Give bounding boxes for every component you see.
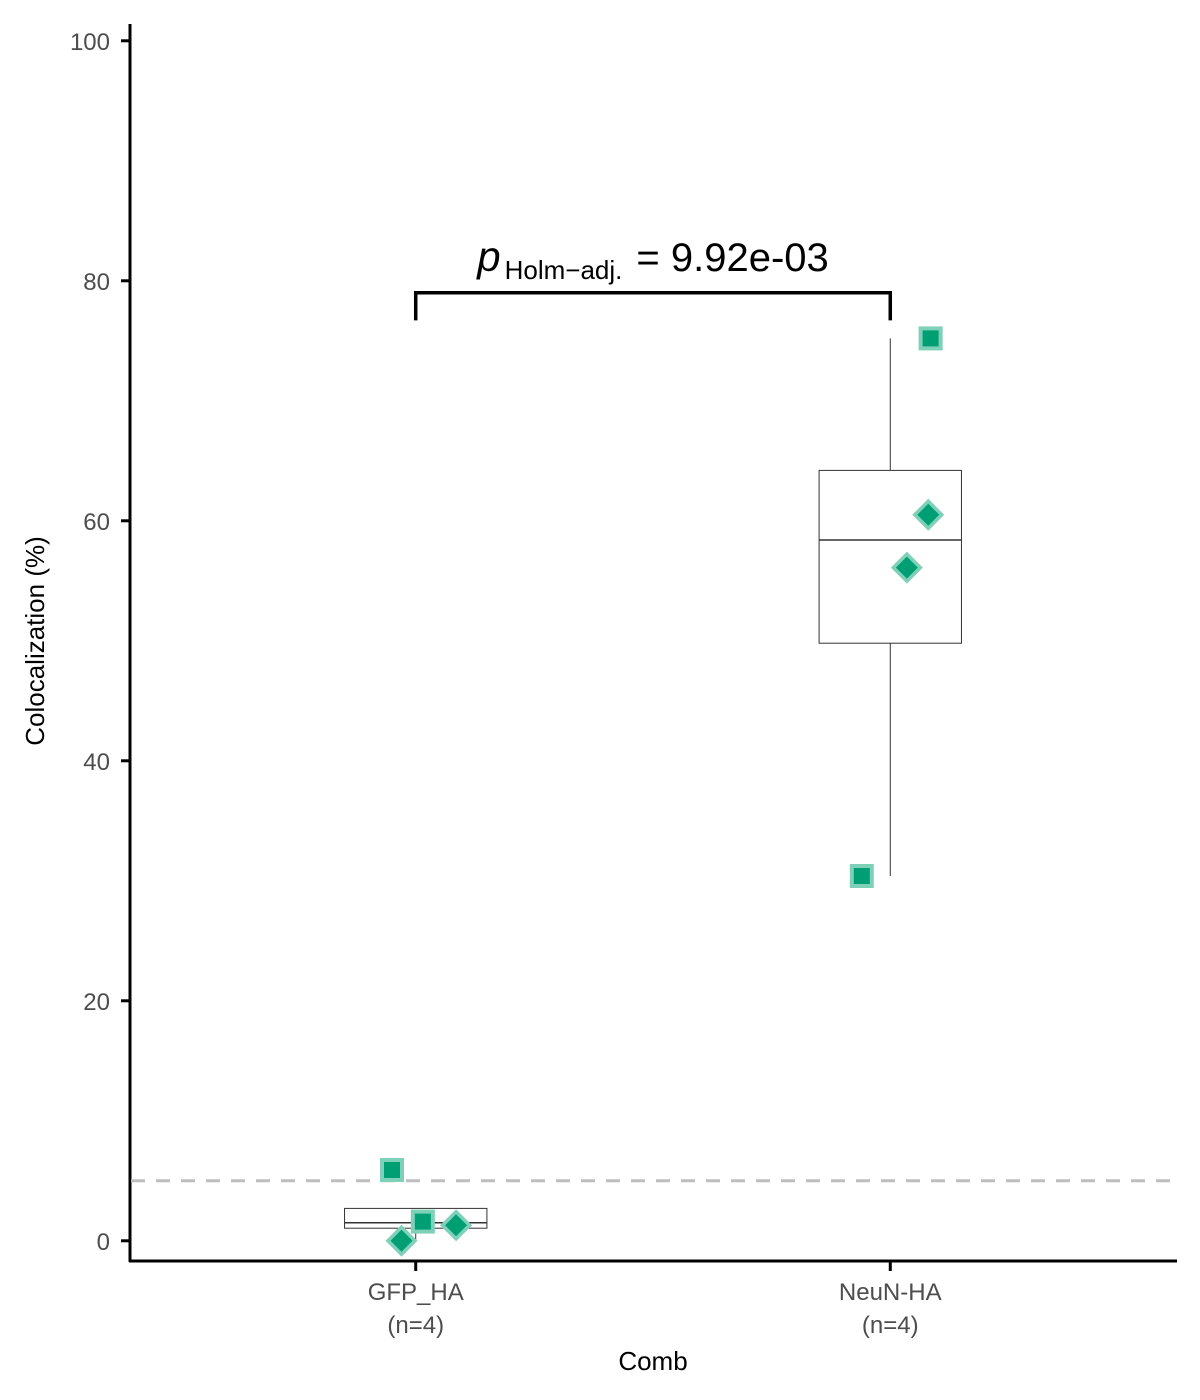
x-tick-n-label: (n=4) <box>862 1312 919 1339</box>
comparison-bracket <box>413 291 893 321</box>
data-points <box>380 326 945 1257</box>
data-point-diamond <box>895 556 918 579</box>
y-tick-label: 100 <box>70 29 110 56</box>
x-axis-title: Comb <box>618 1346 687 1376</box>
boxes <box>344 338 962 1241</box>
data-point-square <box>922 330 939 347</box>
data-point-square <box>853 868 870 884</box>
data-point-square <box>384 1162 400 1178</box>
y-tick-label: 80 <box>83 269 110 296</box>
x-tick-label: NeuN-HA <box>839 1279 942 1306</box>
x-tick-label: GFP_HA <box>368 1279 464 1306</box>
data-point-diamond <box>917 503 940 526</box>
p-symbol: p <box>475 233 500 280</box>
x-ticks: GFP_HA (n=4) NeuN-HA (n=4) <box>368 1261 942 1339</box>
data-point-square <box>414 1213 431 1230</box>
y-tick-label: 0 <box>97 1229 110 1256</box>
y-ticks: 0 20 40 60 80 100 <box>70 29 130 1256</box>
box-iqr <box>818 469 962 644</box>
p-subscript: Holm−adj. <box>505 255 623 285</box>
comparison-label: p Holm−adj. = 9.92e-03 <box>475 233 829 285</box>
y-tick-label: 60 <box>83 509 110 536</box>
p-value: = 9.92e-03 <box>636 236 828 280</box>
data-point-diamond <box>390 1229 413 1252</box>
y-tick-label: 20 <box>83 989 110 1016</box>
data-point-diamond <box>445 1214 468 1237</box>
y-tick-label: 40 <box>83 749 110 776</box>
x-tick-n-label: (n=4) <box>387 1312 444 1339</box>
y-axis-title: Colocalization (%) <box>20 536 50 746</box>
